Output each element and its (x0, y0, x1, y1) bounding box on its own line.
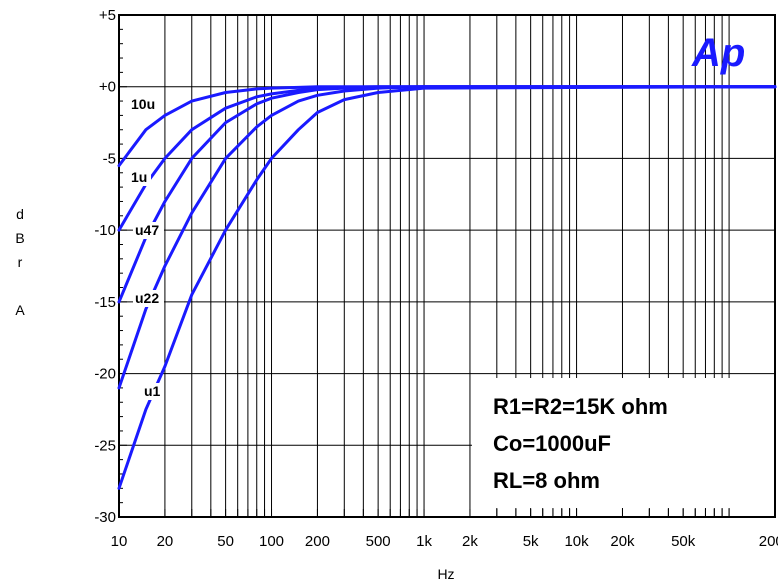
x-tick-label: 50 (217, 533, 234, 550)
y-axis-ticks: +5 +0 -5 -10 -15 -20 -25 -30 (94, 7, 127, 526)
y-tick-label: -30 (94, 509, 116, 526)
curve-label-bg (142, 383, 164, 400)
y-tick-label: -20 (94, 366, 116, 383)
x-tick-label: 10k (564, 533, 589, 550)
x-tick-label: 500 (366, 533, 391, 550)
x-tick-label: 1k (416, 533, 432, 550)
x-tick-label: 50k (671, 533, 696, 550)
curve-label-bg (133, 222, 164, 239)
x-tick-label: 2k (462, 533, 478, 550)
y-axis-label: dBr A (15, 206, 25, 318)
ap-logo: Ap (691, 31, 745, 75)
annotation-line: R1=R2=15K ohm (493, 394, 668, 419)
x-axis-label: Hz (437, 566, 454, 582)
y-tick-label: +5 (99, 7, 116, 24)
curve-label-bg (133, 290, 164, 307)
y-tick-label: -10 (94, 222, 116, 239)
x-tick-label: 200k (759, 533, 778, 550)
y-tick-label: -5 (103, 150, 116, 167)
x-tick-label: 5k (523, 533, 539, 550)
x-tick-label: 100 (259, 533, 284, 550)
curve-label-1u: 1u (131, 169, 147, 185)
plot-frame (118, 14, 776, 518)
y-axis-label-char: d (16, 206, 24, 222)
x-tick-label: 10 (111, 533, 128, 550)
annotation-line: RL=8 ohm (493, 468, 600, 493)
y-axis-label-char: A (15, 302, 25, 318)
y-axis-label-char: B (15, 230, 24, 246)
annotation-box: R1=R2=15K ohm Co=1000uF RL=8 ohm (472, 378, 774, 508)
y-axis-label-char: r (18, 254, 23, 270)
x-axis-ticks: 10 20 50 100 200 500 1k 2k 5k 10k 20k 50k 200k (111, 509, 778, 550)
curve-label-u22: u22 (135, 290, 159, 306)
y-tick-label: +0 (99, 79, 116, 96)
series-line-u22 (117, 85, 777, 390)
curve-label-u1: u1 (144, 383, 161, 399)
series-line-u1 (117, 85, 777, 490)
annotation-background (472, 378, 774, 508)
curve-label-bg (129, 169, 151, 186)
curve-labels: 10u 1u u47 u22 u1 (129, 96, 164, 400)
y-tick-label: -25 (94, 437, 116, 454)
annotation-line: Co=1000uF (493, 431, 611, 456)
curve-label-10u: 10u (131, 96, 155, 112)
x-tick-label: 200 (305, 533, 330, 550)
y-tick-label: -15 (94, 294, 116, 311)
curve-label-bg (129, 96, 160, 113)
curve-label-u47: u47 (135, 222, 159, 238)
x-tick-label: 20 (157, 533, 174, 550)
series-lines (117, 85, 777, 490)
x-tick-label: 20k (610, 533, 635, 550)
